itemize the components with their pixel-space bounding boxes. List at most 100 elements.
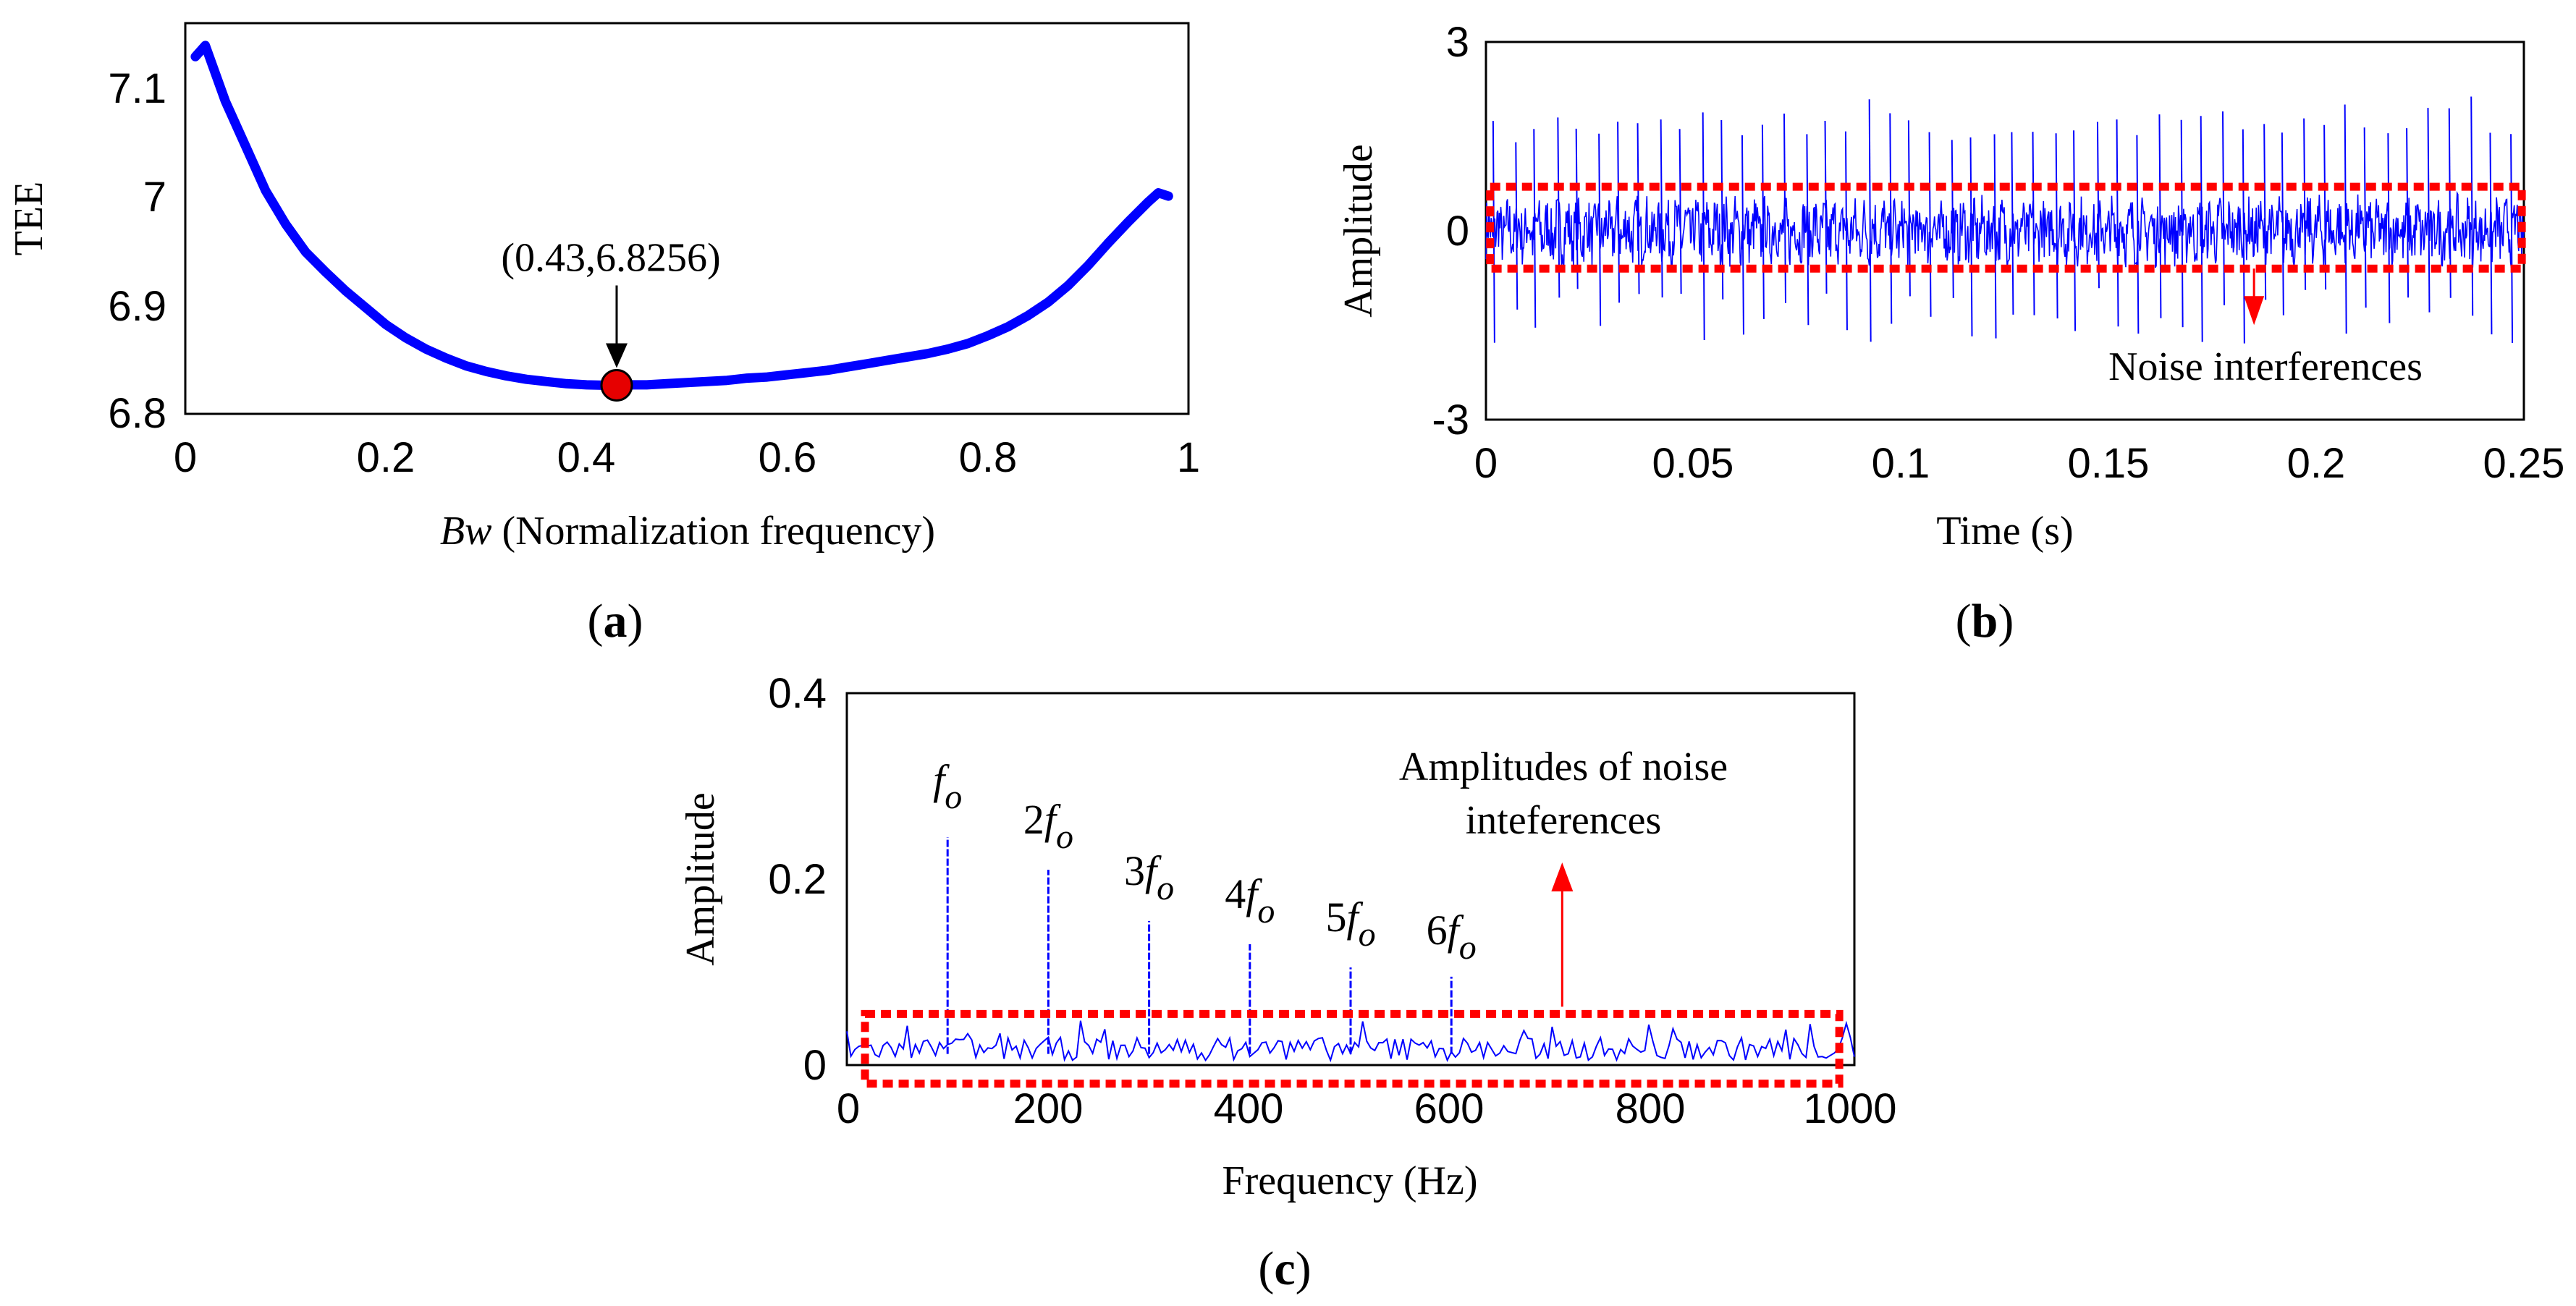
panel-b-impulse — [1993, 134, 1997, 339]
panel-b-impulse — [2427, 108, 2431, 313]
panel-b-ytick: -3 — [1432, 397, 1469, 444]
panel-a-tee-curve — [190, 41, 1173, 390]
panel-b-ytick: 0 — [1446, 208, 1469, 255]
panel-c-peak-label: 4fo — [1225, 870, 1275, 930]
panel-c-peak-label: fo — [933, 756, 962, 816]
panel-c-noise-arrowhead — [1551, 862, 1574, 891]
panel-a-ytick: 7 — [143, 174, 166, 221]
panel-a-xlabel: Bw (Normalization frequency) — [440, 509, 935, 554]
panel-c-axes-frame — [845, 692, 1856, 1067]
panel-a-xtick: 0.2 — [357, 434, 415, 481]
panel-c-label: (c) — [1258, 1242, 1311, 1295]
panel-b-impulse — [1889, 113, 1893, 324]
panel-b-impulse — [2055, 133, 2058, 319]
panel-c-xtick: 400 — [1214, 1085, 1284, 1132]
panel-a-xtick: 0.6 — [759, 434, 817, 481]
panel-b-impulse — [1969, 137, 1973, 336]
panel-b-impulse — [2263, 124, 2267, 300]
panel-b-xtick: 0.05 — [1652, 440, 1734, 487]
panel-a-xtick: 0.4 — [557, 434, 616, 481]
panel-b-impulse — [2387, 133, 2391, 323]
panel-a-ytick: 6.9 — [108, 283, 166, 330]
panel-b-impulse — [1761, 124, 1765, 319]
panel-b-xtick: 0.1 — [1872, 440, 1930, 487]
panel-b-impulse — [1533, 129, 1537, 328]
panel-c-peak-label: 5fo — [1325, 894, 1375, 954]
panel-b-ytick: 3 — [1446, 19, 1469, 66]
panel-b-noise-arrowhead — [2244, 296, 2265, 326]
panel-b-ticks: 0 0.05 0.1 0.15 0.2 0.25 -3 0 3 — [1432, 19, 2564, 487]
panel-b-impulse — [2180, 119, 2184, 328]
panel-a-minimum-annotation: (0.43,6.8256) — [501, 236, 720, 281]
panel-c-xtick: 1000 — [1803, 1085, 1896, 1132]
panel-b-impulse — [1783, 113, 1786, 303]
panel-c-peak-label: 2fo — [1023, 796, 1073, 856]
panel-c-xtick: 800 — [1616, 1085, 1686, 1132]
panel-b-impulse — [1951, 140, 1954, 298]
panel-b-impulse — [1928, 132, 1932, 317]
panel-b-xtick: 0 — [1474, 440, 1498, 487]
panel-a-ylabel: TEE — [7, 182, 51, 256]
panel-c-spectrum — [846, 837, 1855, 1063]
panel-b: Noise interferences 0 0.05 0.1 0.15 0.2 … — [1336, 19, 2564, 648]
panel-a: 0 0.2 0.4 0.6 0.8 1 6.8 6.9 7 7.1 TEE Bw… — [7, 22, 1200, 648]
panel-b-signal — [1485, 96, 2525, 344]
panel-a-xlabel-rest: (Normalization frequency) — [491, 509, 935, 554]
panel-b-impulse — [2323, 124, 2327, 290]
panel-b-noise-annotation: Noise interferences — [2108, 344, 2423, 389]
panel-c-peak-label: 3fo — [1124, 847, 1174, 907]
panel-c-ytick: 0.4 — [768, 670, 827, 717]
panel-c: fo 2fo 3fo 4fo 5fo 6fo Amplitudes of noise in… — [678, 670, 1897, 1295]
panel-b-impulse — [2281, 132, 2284, 315]
panel-b-impulse — [2032, 132, 2035, 315]
panel-b-impulse — [1660, 119, 1663, 298]
panel-b-impulse — [2011, 132, 2014, 315]
panel-b-ylabel: Amplitude — [1336, 144, 1381, 318]
panel-a-label: (a) — [588, 595, 643, 648]
panel-c-noise-annotation-line1: Amplitudes of noise — [1399, 745, 1728, 789]
panel-a-xtick: 1 — [1177, 434, 1200, 481]
panel-b-impulse — [2200, 116, 2203, 342]
panel-b-impulse — [2158, 114, 2162, 318]
panel-b-impulse — [2242, 129, 2245, 344]
panel-b-noise-trace — [1485, 190, 2525, 271]
panel-b-xtick: 0.2 — [2287, 440, 2346, 487]
panel-b-impulse — [1741, 135, 1744, 335]
panel-b-impulse — [2489, 132, 2493, 335]
panel-b-impulse — [1598, 133, 1602, 326]
panel-c-noise-annotation-line2: inteferences — [1466, 798, 1661, 843]
panel-a-annotation-arrowhead — [605, 343, 628, 368]
panel-b-impulse — [2363, 127, 2367, 308]
panel-a-xlabel-italic: Bw — [440, 509, 492, 554]
panel-a-xtick: 0.8 — [959, 434, 1018, 481]
panel-b-noise-box — [1486, 182, 2526, 273]
panel-b-impulse — [1844, 131, 1848, 331]
panel-b-xtick: 0.15 — [2068, 440, 2150, 487]
panel-b-impulse — [2344, 104, 2347, 334]
panel-b-impulse — [2073, 130, 2077, 331]
panel-b-impulse — [2221, 111, 2225, 305]
panel-a-ticks: 0 0.2 0.4 0.6 0.8 1 6.8 6.9 7 7.1 — [108, 65, 1200, 481]
panel-c-ticks: 0 200 400 600 800 1000 0 0.2 0.4 — [768, 670, 1896, 1132]
panel-b-xtick: 0.25 — [2483, 440, 2565, 487]
panel-b-label: (b) — [1956, 595, 2014, 648]
panel-b-impulse — [1702, 112, 1705, 340]
panel-b-impulse — [1617, 122, 1621, 303]
panel-b-impulse — [1868, 99, 1872, 342]
panel-b-xlabel: Time (s) — [1936, 509, 2073, 554]
panel-b-impulse — [2303, 118, 2307, 290]
panel-b-impulse — [1515, 142, 1519, 310]
panel-c-peak-label: 6fo — [1427, 907, 1477, 967]
panel-c-xlabel: Frequency (Hz) — [1222, 1158, 1478, 1203]
panel-a-minimum-marker — [600, 369, 633, 402]
panel-b-impulse — [2116, 119, 2119, 327]
panel-b-impulse — [1575, 128, 1579, 289]
panel-b-impulse — [2470, 96, 2474, 316]
panel-c-ytick: 0.2 — [768, 856, 827, 903]
panel-c-noise-box — [861, 1009, 1844, 1088]
panel-c-peak-labels: fo 2fo 3fo 4fo 5fo 6fo — [933, 756, 1477, 967]
panel-c-xtick: 0 — [837, 1085, 860, 1132]
panel-a-ytick: 7.1 — [108, 65, 166, 112]
panel-c-xtick: 600 — [1414, 1085, 1485, 1132]
